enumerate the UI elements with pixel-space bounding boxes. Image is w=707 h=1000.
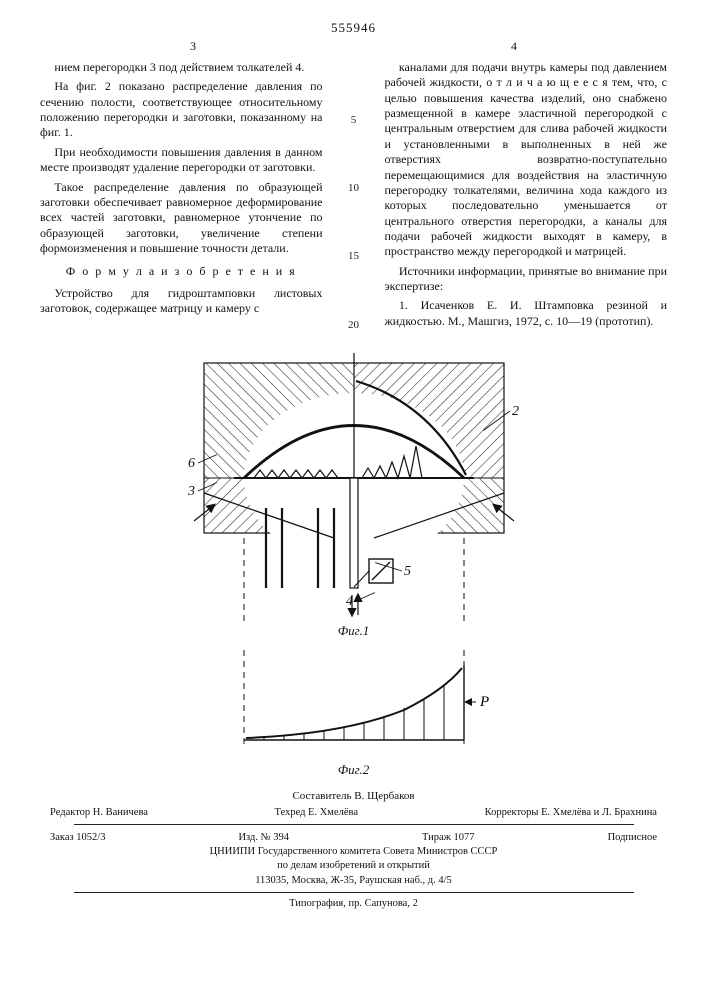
para: каналами для подачи внутрь камеры под да…: [385, 60, 668, 260]
gutter-mark: 5: [351, 113, 357, 128]
zakaz: Заказ 1052/3: [50, 831, 105, 845]
print-row: Заказ 1052/3 Изд. № 394 Тираж 1077 Подпи…: [40, 829, 667, 845]
gutter-mark: 15: [348, 249, 359, 264]
para: 1. Исаченков Е. И. Штамповка резиной и ж…: [385, 298, 668, 329]
formula-heading: Ф о р м у л а и з о б р е т е н и я: [40, 264, 323, 279]
right-column: каналами для подачи внутрь камеры под да…: [385, 60, 668, 333]
doc-number: 555946: [40, 20, 667, 37]
svg-text:4: 4: [346, 594, 353, 609]
page-number-right: 4: [511, 39, 517, 54]
svg-text:2: 2: [512, 404, 519, 419]
para: Источники информации, принятые во вниман…: [385, 264, 668, 295]
svg-text:6: 6: [188, 456, 195, 471]
line-number-gutter: 5 10 15 20: [347, 60, 361, 333]
gutter-mark: 20: [348, 318, 359, 333]
page-number-left: 3: [190, 39, 196, 54]
left-column: нием перегородки 3 под действием толкате…: [40, 60, 323, 333]
tirazh: Тираж 1077: [422, 831, 475, 845]
svg-text:5: 5: [404, 564, 411, 579]
colophon: Составитель В. Щербаков Редактор Н. Вани…: [40, 789, 667, 911]
compiler-line: Составитель В. Щербаков: [40, 789, 667, 804]
figure-1-caption: Фиг.1: [40, 623, 667, 640]
page: 555946 3 4 нием перегородки 3 под действ…: [0, 0, 707, 1000]
para: нием перегородки 3 под действием толкате…: [40, 60, 323, 75]
figure-1-svg: 2 6 3 4 5: [174, 343, 534, 623]
editor: Редактор Н. Ваничева: [50, 806, 148, 820]
address: 113035, Москва, Ж-35, Раушская наб., д. …: [40, 874, 667, 888]
tech-ed: Техред Е. Хмелёва: [275, 806, 358, 820]
page-numbers: 3 4: [40, 39, 667, 54]
pod: Подписное: [608, 831, 657, 845]
org-line-1: ЦНИИПИ Государственного комитета Совета …: [40, 845, 667, 859]
para: При необходимости повышения давления в д…: [40, 145, 323, 176]
figure-1: 2 6 3 4 5 Фиг.1: [40, 343, 667, 640]
gutter-mark: 10: [348, 181, 359, 196]
figure-2: P Фиг.2: [40, 650, 667, 779]
figure-2-caption: Фиг.2: [40, 762, 667, 779]
fig2-P-label: P: [479, 694, 489, 710]
para: На фиг. 2 показано распределение давлени…: [40, 79, 323, 140]
editorial-row: Редактор Н. Ваничева Техред Е. Хмелёва К…: [40, 804, 667, 820]
izd: Изд. № 394: [238, 831, 289, 845]
typography: Типография, пр. Сапунова, 2: [40, 897, 667, 911]
org-line-2: по делам изобретений и открытий: [40, 859, 667, 873]
svg-text:3: 3: [187, 484, 195, 499]
figure-2-svg: P: [204, 650, 504, 760]
two-column-body: нием перегородки 3 под действием толкате…: [40, 60, 667, 333]
correctors: Корректоры Е. Хмелёва и Л. Брахнина: [485, 806, 657, 820]
para: Устройство для гидроштамповки листовых з…: [40, 286, 323, 317]
para: Такое распределение давления по образующ…: [40, 180, 323, 257]
